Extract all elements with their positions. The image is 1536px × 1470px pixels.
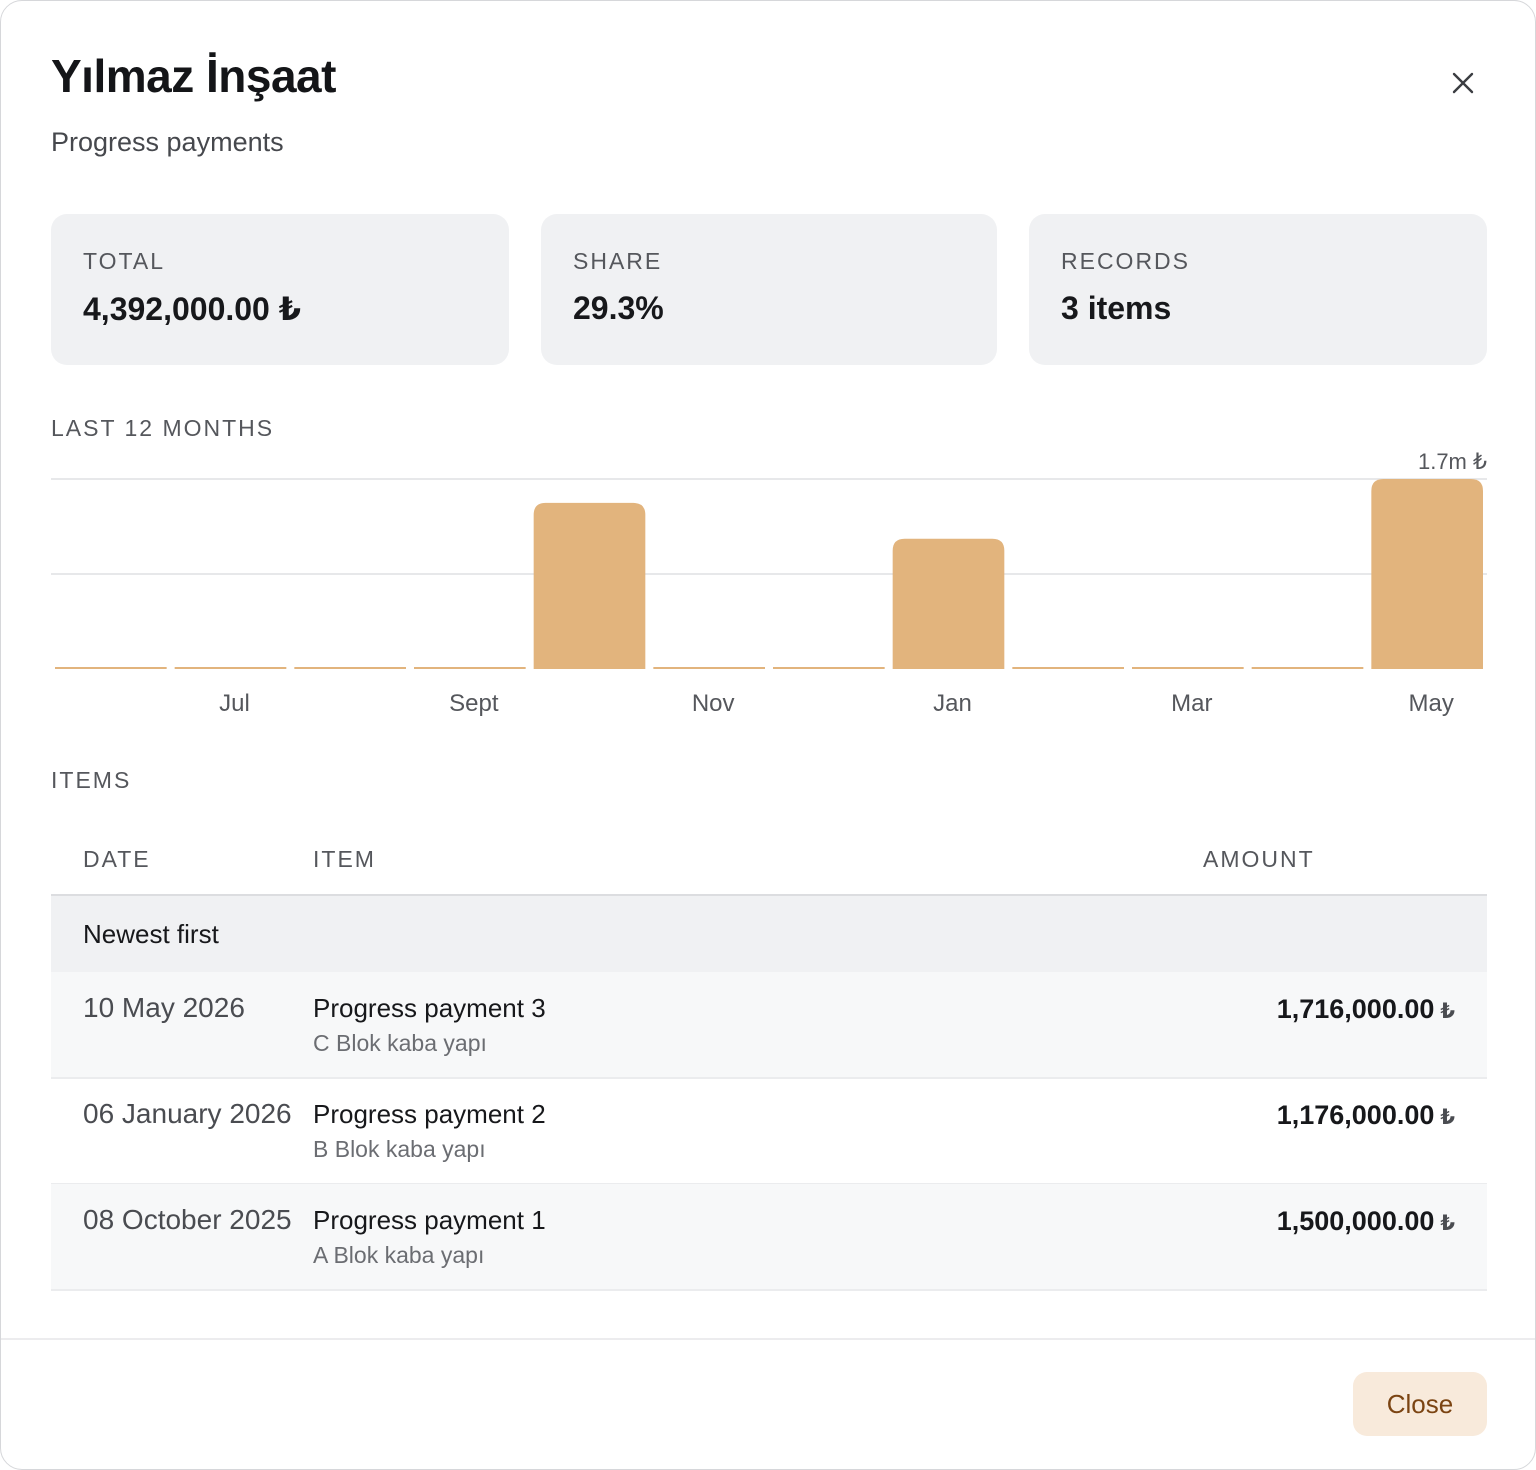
- stat-label: SHARE: [573, 248, 663, 274]
- group-label: Newest first: [83, 919, 219, 949]
- chart-bar-jul[interactable]: [174, 667, 287, 669]
- chart-bar-jan[interactable]: [892, 538, 1005, 669]
- close-icon-button[interactable]: [1441, 61, 1485, 105]
- stat-value: 3 items: [1061, 290, 1172, 326]
- column-header-amount[interactable]: AMOUNT: [1203, 846, 1315, 872]
- currency-symbol: ₺: [1440, 1212, 1455, 1235]
- chart-section-label: LAST 12 MONTHS: [51, 415, 275, 441]
- chart-bar-mar[interactable]: [1132, 667, 1244, 669]
- currency-symbol: ₺: [1440, 1000, 1455, 1023]
- column-header-date[interactable]: DATE: [83, 846, 151, 872]
- chart-bar-nov[interactable]: [653, 667, 765, 669]
- amount-value: 1,716,000.00: [1276, 994, 1435, 1024]
- stat-label: TOTAL: [83, 248, 165, 274]
- stat-label: RECORDS: [1061, 248, 1191, 274]
- chart-bar-apr[interactable]: [1251, 667, 1364, 669]
- row-description: B Blok kaba yapı: [313, 1136, 486, 1162]
- chart-tick-label: May: [1408, 690, 1453, 717]
- row-date: 06 January 2026: [83, 1098, 292, 1129]
- row-date: 10 May 2026: [83, 992, 245, 1023]
- row-item: Progress payment 2: [313, 1099, 546, 1129]
- chart-tick-label: Sept: [449, 690, 499, 717]
- chart-bar-may[interactable]: [1371, 479, 1483, 669]
- items-section-label: ITEMS: [51, 767, 132, 793]
- stat-card-share: SHARE 29.3%: [541, 214, 997, 365]
- row-amount: 1,716,000.00 ₺: [1277, 994, 1455, 1025]
- chart-bar-oct[interactable]: [533, 502, 646, 669]
- close-button[interactable]: Close: [1353, 1372, 1487, 1436]
- dialog-subtitle: Progress payments: [51, 127, 284, 157]
- chart-tick-label: Jan: [933, 690, 972, 717]
- row-description: A Blok kaba yapı: [313, 1242, 485, 1268]
- currency-symbol: ₺: [1440, 1106, 1455, 1129]
- monthly-bar-chart: Jul Sept Nov Jan Mar May 1.7m ₺: [51, 449, 1487, 717]
- chart-tick-label: Mar: [1171, 690, 1212, 717]
- table-row[interactable]: 08 October 2025 Progress payment 1 A Blo…: [51, 1184, 1487, 1291]
- stat-value: 29.3%: [573, 290, 664, 326]
- stat-card-total: TOTAL 4,392,000.00 ₺: [51, 214, 509, 365]
- table-group-row: Newest first: [51, 896, 1487, 972]
- chart-tick-label: Jul: [219, 690, 250, 717]
- chart-tick-label: Nov: [692, 690, 735, 717]
- table-header-divider: [51, 894, 1487, 896]
- amount-value: 1,500,000.00: [1276, 1206, 1435, 1236]
- table-row[interactable]: 10 May 2026 Progress payment 3 C Blok ka…: [51, 972, 1487, 1079]
- row-item: Progress payment 1: [313, 1205, 546, 1235]
- row-amount: 1,500,000.00 ₺: [1277, 1206, 1455, 1237]
- chart-bar-dec[interactable]: [773, 667, 885, 669]
- chart-bar-feb[interactable]: [1012, 667, 1124, 669]
- column-header-item[interactable]: ITEM: [313, 846, 376, 872]
- stat-value: 4,392,000.00 ₺: [83, 291, 301, 327]
- dialog-title: Yılmaz İnşaat: [51, 50, 336, 102]
- table-row[interactable]: 06 January 2026 Progress payment 2 B Blo…: [51, 1078, 1487, 1185]
- row-amount: 1,176,000.00 ₺: [1277, 1100, 1455, 1131]
- chart-max-label: 1.7m ₺: [1418, 449, 1487, 474]
- row-item: Progress payment 3: [313, 993, 546, 1023]
- amount-value: 1,176,000.00: [1276, 1100, 1435, 1130]
- chart-bar-aug[interactable]: [294, 667, 406, 669]
- footer-divider: [1, 1338, 1535, 1340]
- chart-bar-jun[interactable]: [55, 667, 167, 669]
- chart-bar-sept[interactable]: [414, 667, 526, 669]
- row-date: 08 October 2025: [83, 1204, 292, 1235]
- close-icon: [1452, 72, 1474, 94]
- row-description: C Blok kaba yapı: [313, 1030, 487, 1056]
- stat-card-records: RECORDS 3 items: [1029, 214, 1487, 365]
